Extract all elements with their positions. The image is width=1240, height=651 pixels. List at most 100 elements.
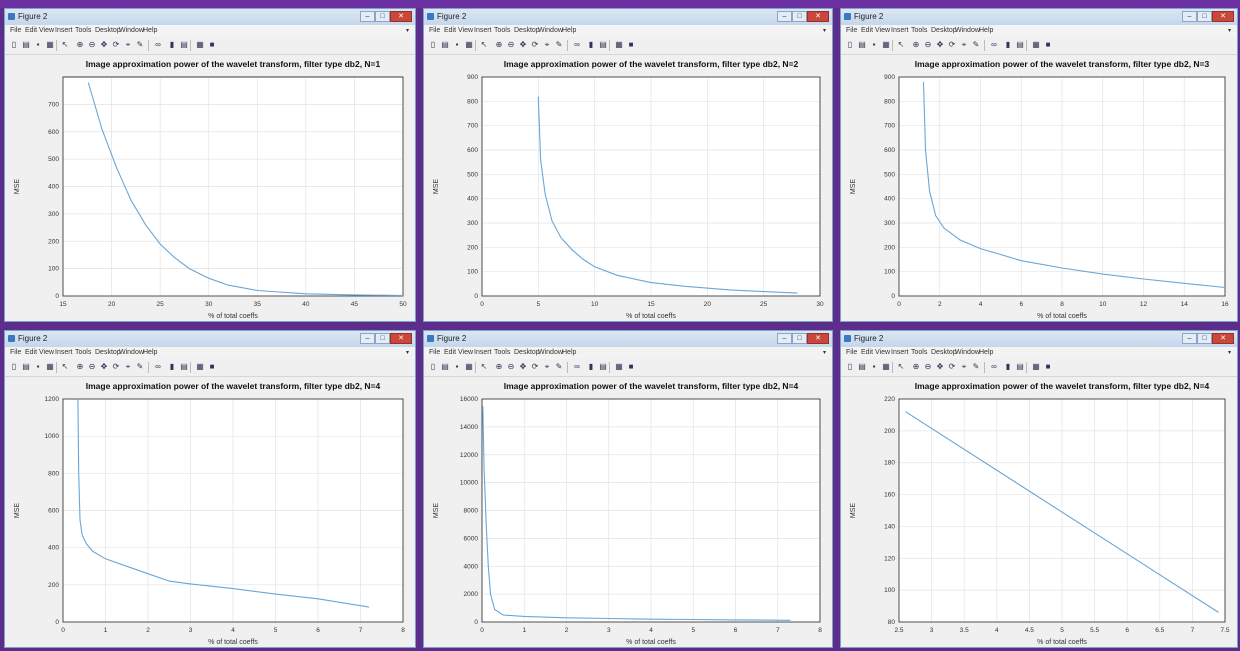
menu-edit[interactable]: Edit	[25, 349, 38, 356]
print-icon[interactable]: ▦	[46, 40, 54, 49]
save-icon[interactable]: ▪	[872, 40, 876, 49]
menu-edit[interactable]: Edit	[25, 27, 38, 34]
menu-file[interactable]: File	[846, 27, 858, 34]
pan-icon[interactable]: ✥	[936, 40, 944, 49]
menu-window[interactable]: Window	[119, 349, 144, 356]
legend-icon[interactable]: ▤	[1016, 362, 1024, 371]
menu-help[interactable]: Help	[143, 349, 158, 356]
link-icon[interactable]: ∞	[574, 362, 580, 371]
legend-icon[interactable]: ▤	[180, 362, 188, 371]
maximize-button[interactable]: □	[792, 333, 807, 344]
menu-tools[interactable]: Tools	[494, 349, 511, 356]
figure-window-3[interactable]: Figure 2 – □ ✕ File Edit View Insert Tools Deskto…	[840, 8, 1238, 322]
legend-icon[interactable]: ▤	[1016, 40, 1024, 49]
menu-view[interactable]: View	[458, 349, 474, 356]
minimize-button[interactable]: –	[1182, 333, 1197, 344]
minimize-button[interactable]: –	[360, 333, 375, 344]
pan-icon[interactable]: ✥	[519, 362, 527, 371]
link-icon[interactable]: ∞	[991, 362, 997, 371]
pointer-icon[interactable]: ↖	[480, 362, 488, 371]
menu-window[interactable]: Window	[955, 27, 980, 34]
data-cursor-icon[interactable]: ⌖	[125, 40, 131, 49]
menu-tools[interactable]: Tools	[75, 349, 92, 356]
title-bar[interactable]: Figure 2 – □ ✕	[424, 9, 832, 25]
menu-file[interactable]: File	[10, 27, 22, 34]
menu-window[interactable]: Window	[538, 27, 563, 34]
menu-window[interactable]: Window	[955, 349, 980, 356]
pan-icon[interactable]: ✥	[100, 40, 108, 49]
grid-icon[interactable]: ▦	[1032, 40, 1040, 49]
zoom-in-icon[interactable]: ⊕	[912, 40, 920, 49]
print-icon[interactable]: ▦	[882, 40, 890, 49]
link-icon[interactable]: ∞	[574, 40, 580, 49]
close-button[interactable]: ✕	[1212, 11, 1234, 22]
new-file-icon[interactable]: ▯	[847, 362, 853, 371]
close-button[interactable]: ✕	[807, 333, 829, 344]
save-icon[interactable]: ▪	[36, 40, 40, 49]
zoom-out-icon[interactable]: ⊖	[88, 40, 96, 49]
menu-view[interactable]: View	[875, 349, 891, 356]
property-icon[interactable]: ■	[628, 362, 634, 371]
menu-desktop[interactable]: Desktop	[514, 349, 540, 356]
open-folder-icon[interactable]: ▤	[441, 362, 449, 371]
maximize-button[interactable]: □	[792, 11, 807, 22]
menu-edit[interactable]: Edit	[444, 27, 457, 34]
open-folder-icon[interactable]: ▤	[441, 40, 449, 49]
menu-insert[interactable]: Insert	[55, 27, 73, 34]
grid-icon[interactable]: ▦	[615, 362, 623, 371]
pointer-icon[interactable]: ↖	[61, 362, 69, 371]
menu-insert[interactable]: Insert	[891, 27, 909, 34]
print-icon[interactable]: ▦	[46, 362, 54, 371]
title-bar[interactable]: Figure 2 – □ ✕	[424, 331, 832, 347]
open-folder-icon[interactable]: ▤	[858, 40, 866, 49]
colorbar-icon[interactable]: ▮	[169, 362, 175, 371]
menu-edit[interactable]: Edit	[861, 27, 874, 34]
menu-help[interactable]: Help	[143, 27, 158, 34]
minimize-button[interactable]: –	[777, 333, 792, 344]
pan-icon[interactable]: ✥	[936, 362, 944, 371]
menu-desktop[interactable]: Desktop	[95, 349, 121, 356]
minimize-button[interactable]: –	[777, 11, 792, 22]
maximize-button[interactable]: □	[375, 333, 390, 344]
title-bar[interactable]: Figure 2 – □ ✕	[5, 331, 415, 347]
menu-insert[interactable]: Insert	[55, 349, 73, 356]
rotate-icon[interactable]: ⟳	[948, 40, 956, 49]
grid-icon[interactable]: ▦	[615, 40, 623, 49]
pointer-icon[interactable]: ↖	[897, 362, 905, 371]
menu-tools[interactable]: Tools	[75, 27, 92, 34]
zoom-out-icon[interactable]: ⊖	[507, 362, 515, 371]
zoom-out-icon[interactable]: ⊖	[924, 40, 932, 49]
zoom-in-icon[interactable]: ⊕	[76, 362, 84, 371]
menu-view[interactable]: View	[39, 27, 55, 34]
data-cursor-icon[interactable]: ⌖	[961, 40, 967, 49]
data-cursor-icon[interactable]: ⌖	[961, 362, 967, 371]
pointer-icon[interactable]: ↖	[480, 40, 488, 49]
brush-icon[interactable]: ✎	[555, 362, 563, 371]
save-icon[interactable]: ▪	[455, 40, 459, 49]
title-bar[interactable]: Figure 2 – □ ✕	[841, 331, 1237, 347]
print-icon[interactable]: ▦	[465, 362, 473, 371]
rotate-icon[interactable]: ⟳	[948, 362, 956, 371]
menu-file[interactable]: File	[429, 27, 441, 34]
minimize-button[interactable]: –	[360, 11, 375, 22]
save-icon[interactable]: ▪	[455, 362, 459, 371]
zoom-in-icon[interactable]: ⊕	[495, 40, 503, 49]
rotate-icon[interactable]: ⟳	[112, 40, 120, 49]
open-folder-icon[interactable]: ▤	[22, 40, 30, 49]
grid-icon[interactable]: ▦	[196, 362, 204, 371]
menu-file[interactable]: File	[846, 349, 858, 356]
zoom-out-icon[interactable]: ⊖	[88, 362, 96, 371]
rotate-icon[interactable]: ⟳	[112, 362, 120, 371]
property-icon[interactable]: ■	[628, 40, 634, 49]
link-icon[interactable]: ∞	[155, 362, 161, 371]
close-button[interactable]: ✕	[807, 11, 829, 22]
figure-window-4[interactable]: Figure 2 – □ ✕ File Edit View Insert Tools Deskto…	[4, 330, 416, 648]
new-file-icon[interactable]: ▯	[847, 40, 853, 49]
maximize-button[interactable]: □	[1197, 11, 1212, 22]
colorbar-icon[interactable]: ▮	[1005, 40, 1011, 49]
link-icon[interactable]: ∞	[991, 40, 997, 49]
new-file-icon[interactable]: ▯	[11, 362, 17, 371]
menu-overflow-arrow-icon[interactable]: ▾	[1227, 28, 1231, 34]
maximize-button[interactable]: □	[375, 11, 390, 22]
save-icon[interactable]: ▪	[36, 362, 40, 371]
